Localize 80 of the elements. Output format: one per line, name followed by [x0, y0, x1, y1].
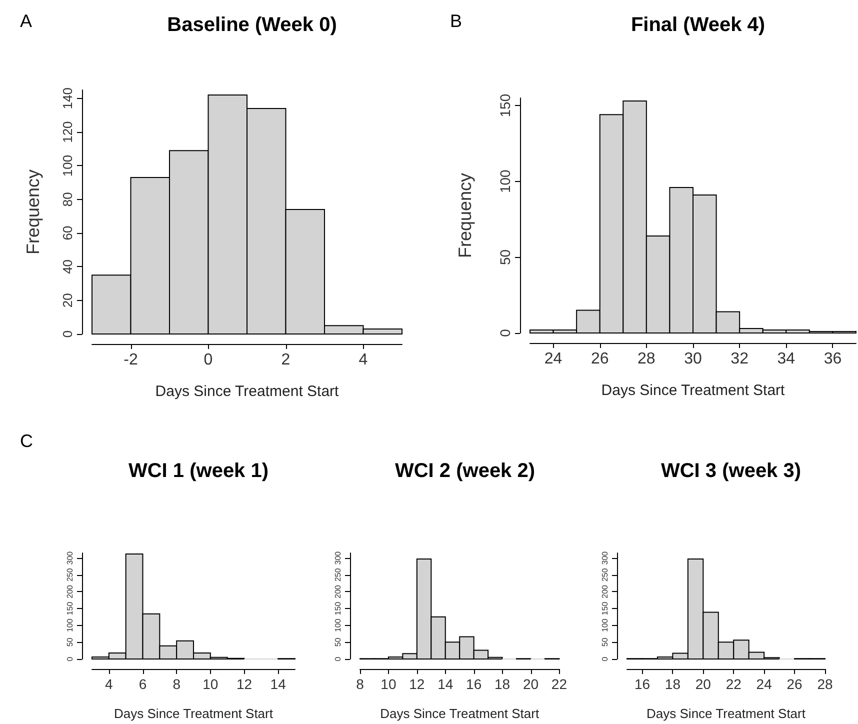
y-tick-label: 200: [600, 584, 610, 598]
x-tick-label: 28: [638, 350, 656, 368]
x-tick-label: 34: [777, 350, 796, 368]
y-tick-label: 0: [600, 656, 610, 662]
y-tick-label: 140: [60, 88, 75, 110]
y-tick-label: 100: [334, 618, 342, 632]
y-tick-label: 60: [60, 226, 75, 240]
y-tick-label: 0: [66, 656, 74, 662]
y-tick-label: 0: [60, 330, 75, 338]
x-tick-label: 8: [172, 676, 181, 692]
x-tick-label: 26: [590, 350, 609, 368]
y-tick-label: 50: [497, 249, 513, 265]
x-tick-label: 36: [824, 350, 842, 368]
x-tick-label: 32: [730, 350, 749, 368]
y-tick-label: 300: [66, 550, 74, 565]
y-tick-label: 100: [66, 618, 74, 632]
y-tick-label: 40: [60, 259, 75, 274]
x-tick-label: 24: [544, 350, 562, 368]
y-tick-label: 300: [334, 550, 342, 565]
x-tick-label: 4: [358, 352, 368, 368]
y-tick-label: 150: [334, 601, 342, 616]
chart-title: WCI 1 (week 1): [128, 460, 269, 482]
y-axis-title: Frequency: [23, 169, 43, 255]
x-tick-label: 12: [409, 676, 425, 692]
y-tick-label: 100: [60, 154, 75, 177]
x-tick-label: 4: [105, 676, 114, 692]
x-tick-label: 14: [270, 676, 286, 692]
y-tick-label: 80: [60, 192, 75, 207]
x-axis-title: Days Since Treatment Start: [646, 706, 806, 721]
y-tick-label: 300: [600, 550, 610, 565]
chart-title: Final (Week 4): [630, 14, 766, 36]
x-tick-label: -2: [124, 352, 138, 368]
y-tick-label: 0: [497, 328, 513, 337]
x-tick-label: 26: [786, 676, 803, 692]
y-tick-label: 150: [66, 601, 74, 616]
y-tick-label: 250: [66, 568, 74, 582]
y-tick-label: 50: [600, 637, 610, 647]
text: B: [450, 11, 462, 31]
y-tick-label: 200: [334, 584, 342, 598]
y-tick-label: 150: [497, 94, 513, 118]
x-tick-label: 8: [356, 676, 364, 692]
x-tick-label: 6: [138, 676, 147, 692]
x-tick-label: 16: [634, 676, 650, 692]
x-tick-label: 2: [281, 352, 290, 368]
x-tick-label: 24: [756, 676, 772, 692]
y-tick-label: 250: [600, 568, 610, 582]
x-tick-label: 12: [236, 676, 252, 692]
chart-title: Baseline (Week 0): [167, 14, 337, 36]
x-tick-label: 20: [695, 676, 712, 692]
text: A: [20, 11, 32, 31]
x-tick-label: 18: [664, 676, 681, 692]
text: C: [20, 431, 33, 451]
y-tick-label: 120: [60, 121, 75, 143]
y-axis-title: Frequency: [455, 172, 475, 258]
y-tick-label: 50: [66, 637, 74, 647]
x-tick-label: 18: [494, 676, 510, 692]
y-tick-label: 100: [497, 169, 513, 194]
chart-title: WCI 3 (week 3): [660, 460, 802, 482]
x-tick-label: 10: [202, 676, 218, 692]
x-tick-label: 10: [380, 676, 396, 692]
x-tick-label: 20: [522, 676, 539, 692]
y-tick-label: 100: [600, 618, 610, 632]
x-tick-label: 0: [204, 352, 213, 368]
x-axis-title: Days Since Treatment Start: [380, 706, 540, 721]
y-tick-label: 50: [334, 637, 342, 647]
y-tick-label: 20: [60, 293, 75, 308]
y-tick-label: 250: [334, 568, 342, 582]
y-tick-label: 0: [334, 656, 342, 662]
x-axis-title: Days Since Treatment Start: [114, 706, 274, 721]
x-tick-label: 14: [438, 676, 454, 692]
y-tick-label: 200: [66, 584, 74, 598]
x-tick-label: 16: [466, 676, 482, 692]
chart-title: WCI 2 (week 2): [394, 460, 536, 482]
x-axis-title: Days Since Treatment Start: [601, 382, 786, 399]
x-tick-label: 22: [726, 676, 742, 692]
x-tick-label: 22: [551, 676, 568, 692]
x-axis-title: Days Since Treatment Start: [155, 383, 340, 400]
y-tick-label: 150: [600, 601, 610, 616]
x-tick-label: 28: [817, 676, 833, 692]
x-tick-label: 30: [684, 350, 702, 368]
